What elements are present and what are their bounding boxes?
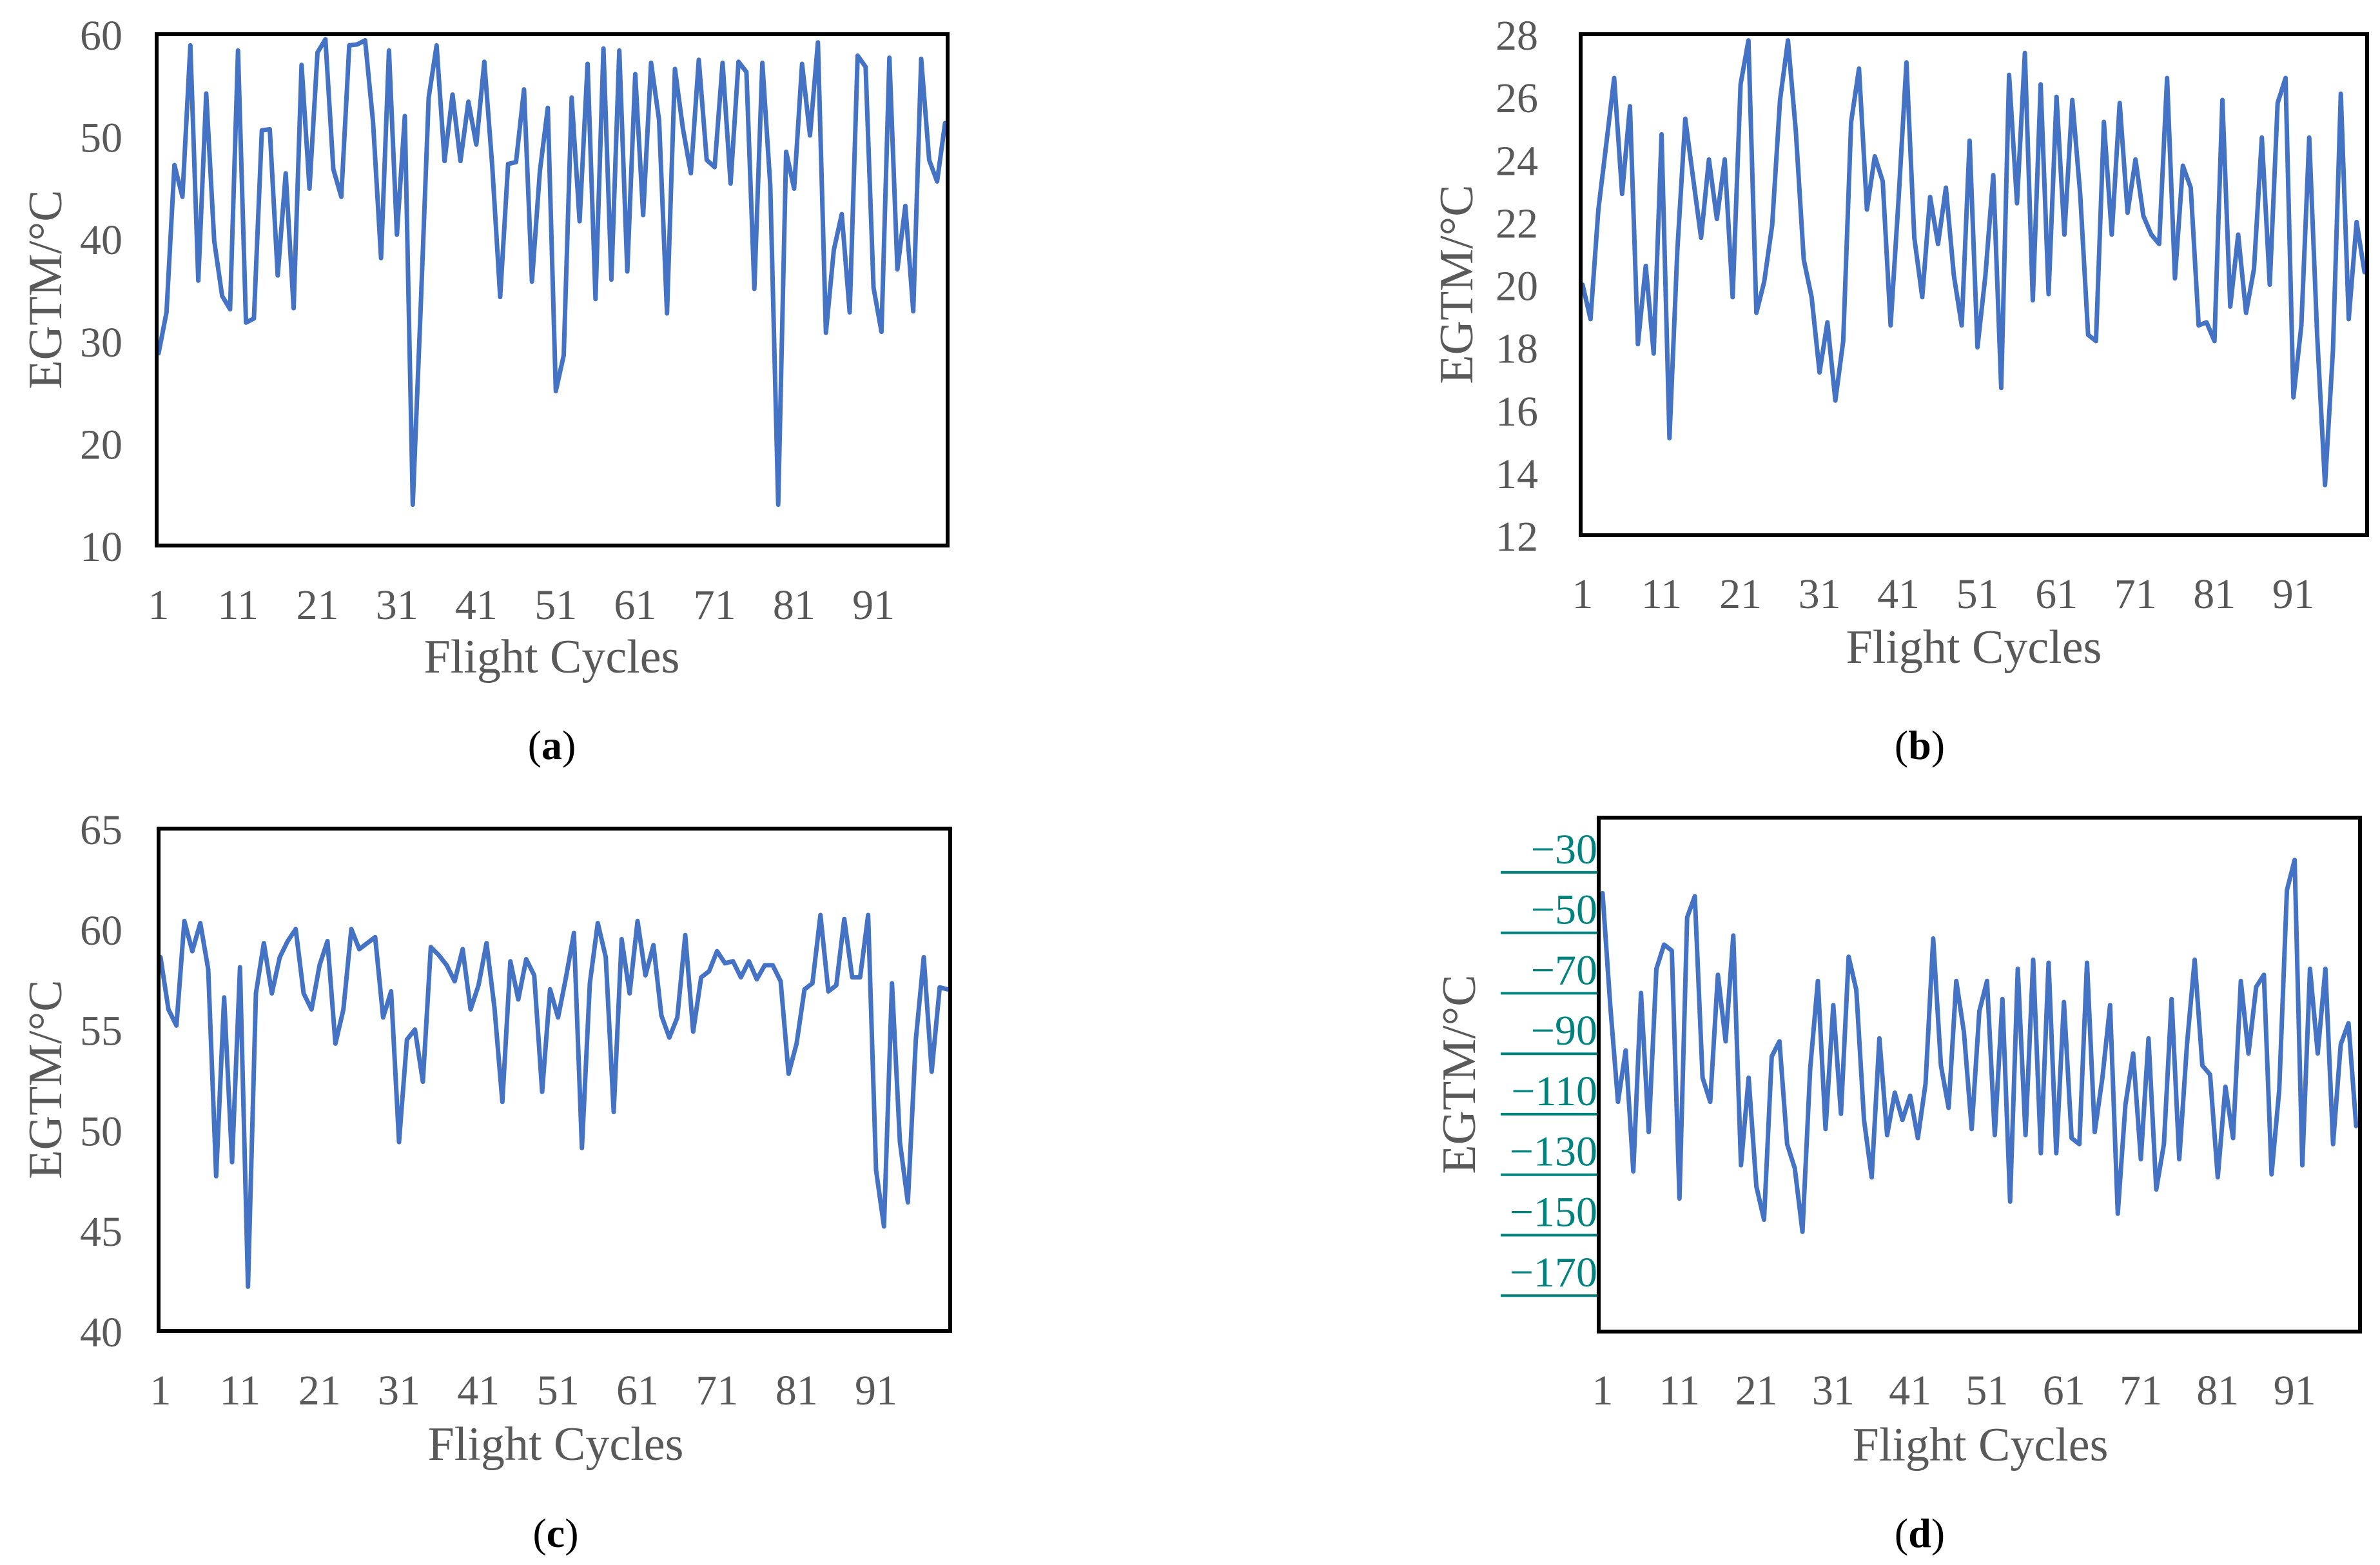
x-tick-label: 51 bbox=[1956, 571, 1999, 618]
panel-caption: (c) bbox=[532, 1510, 578, 1556]
x-tick-label: 41 bbox=[1889, 1367, 1931, 1414]
x-tick-label: 61 bbox=[614, 582, 656, 629]
x-tick-label: 21 bbox=[297, 582, 339, 629]
series-line bbox=[156, 37, 948, 507]
series-line bbox=[1600, 858, 2359, 1234]
y-axis-label: EGTM/°C bbox=[19, 190, 72, 389]
series-line bbox=[1580, 38, 2367, 487]
x-tick-label: 41 bbox=[457, 1367, 500, 1414]
y-tick-label: 22 bbox=[1496, 200, 1538, 247]
y-tick-label: 14 bbox=[1496, 451, 1538, 498]
plot-frame bbox=[157, 827, 952, 1333]
x-tick-label: 41 bbox=[455, 582, 498, 629]
y-tick-label: −30 bbox=[1531, 826, 1597, 873]
x-tick-label: 51 bbox=[534, 582, 577, 629]
y-tick-label: 65 bbox=[80, 807, 122, 854]
x-tick-label: 81 bbox=[2193, 571, 2236, 618]
x-axis-label: Flight Cycles bbox=[1846, 621, 2102, 674]
y-tick-label: 40 bbox=[80, 1309, 122, 1356]
x-tick-label: 21 bbox=[1719, 571, 1762, 618]
y-tick-label: −110 bbox=[1511, 1068, 1597, 1115]
x-tick-label: 71 bbox=[694, 582, 736, 629]
y-tick-label: 50 bbox=[80, 1108, 122, 1155]
y-tick-label: 20 bbox=[1496, 263, 1538, 310]
panel-caption-letter: c bbox=[547, 1510, 565, 1556]
y-tick-label: −70 bbox=[1531, 947, 1597, 994]
x-tick-label: 31 bbox=[378, 1367, 420, 1414]
x-axis-label: Flight Cycles bbox=[428, 1418, 684, 1471]
x-tick-label: 81 bbox=[775, 1367, 818, 1414]
y-tick-label: −150 bbox=[1510, 1189, 1597, 1236]
y-tick-label: 18 bbox=[1496, 326, 1538, 373]
x-tick-label: 81 bbox=[2196, 1367, 2239, 1414]
x-tick-label: 71 bbox=[2120, 1367, 2162, 1414]
y-axis-label: EGTM/°C bbox=[1433, 974, 1486, 1174]
x-tick-label: 91 bbox=[2272, 571, 2315, 618]
x-tick-label: 1 bbox=[1572, 571, 1594, 618]
x-tick-label: 31 bbox=[1812, 1367, 1855, 1414]
x-tick-label: 71 bbox=[696, 1367, 738, 1414]
y-tick-label: −130 bbox=[1510, 1128, 1597, 1176]
panel-caption-letter: b bbox=[1908, 722, 1931, 768]
x-tick-label: 61 bbox=[616, 1367, 659, 1414]
x-tick-label: 21 bbox=[298, 1367, 341, 1414]
x-tick-label: 11 bbox=[1641, 571, 1683, 618]
x-axis-label: Flight Cycles bbox=[1853, 1419, 2109, 1471]
y-tick-label: −90 bbox=[1531, 1007, 1597, 1054]
y-axis-label: EGTM/°C bbox=[19, 979, 72, 1179]
y-tick-label: 60 bbox=[80, 907, 122, 954]
plot-frame bbox=[1579, 32, 2369, 537]
plot-frame bbox=[1597, 816, 2362, 1334]
x-tick-label: 11 bbox=[220, 1367, 261, 1414]
x-tick-label: 1 bbox=[1592, 1367, 1614, 1414]
y-tick-label: 30 bbox=[80, 319, 122, 366]
x-tick-label: 61 bbox=[2035, 571, 2078, 618]
x-tick-label: 71 bbox=[2114, 571, 2157, 618]
x-tick-label: 61 bbox=[2043, 1367, 2085, 1414]
x-tick-label: 41 bbox=[1877, 571, 1920, 618]
y-tick-label: 60 bbox=[80, 12, 122, 59]
y-tick-label: 26 bbox=[1496, 75, 1538, 122]
x-tick-label: 31 bbox=[376, 582, 418, 629]
x-tick-label: 91 bbox=[855, 1367, 897, 1414]
panel-caption-letter: d bbox=[1908, 1510, 1931, 1556]
panel-caption-letter: a bbox=[541, 722, 562, 768]
y-tick-label: −50 bbox=[1531, 887, 1597, 934]
series-line bbox=[158, 912, 950, 1289]
x-tick-label: 11 bbox=[1659, 1367, 1701, 1414]
y-tick-label: −170 bbox=[1510, 1249, 1597, 1296]
x-tick-label: 1 bbox=[148, 582, 170, 629]
x-tick-label: 91 bbox=[852, 582, 895, 629]
panel-caption: (b) bbox=[1895, 722, 1945, 768]
y-tick-label: 10 bbox=[80, 524, 122, 571]
x-tick-label: 51 bbox=[1965, 1367, 2008, 1414]
x-tick-label: 11 bbox=[217, 582, 258, 629]
x-tick-label: 1 bbox=[150, 1367, 171, 1414]
y-tick-label: 40 bbox=[80, 217, 122, 264]
x-tick-label: 91 bbox=[2274, 1367, 2316, 1414]
panel-caption: (a) bbox=[528, 722, 576, 768]
y-tick-label: 28 bbox=[1496, 12, 1538, 59]
y-tick-label: 20 bbox=[80, 421, 122, 468]
y-tick-label: 16 bbox=[1496, 388, 1538, 435]
x-axis-label: Flight Cycles bbox=[424, 631, 680, 684]
y-tick-label: 55 bbox=[80, 1008, 122, 1055]
x-tick-label: 51 bbox=[537, 1367, 580, 1414]
y-tick-label: 12 bbox=[1496, 513, 1538, 560]
panel-caption: (d) bbox=[1895, 1510, 1945, 1556]
y-axis-label: EGTM/°C bbox=[1430, 184, 1483, 384]
x-tick-label: 81 bbox=[773, 582, 815, 629]
plot-frame bbox=[155, 32, 950, 547]
x-tick-label: 31 bbox=[1799, 571, 1841, 618]
y-tick-label: 50 bbox=[80, 115, 122, 162]
y-tick-label: 45 bbox=[80, 1208, 122, 1255]
x-tick-label: 21 bbox=[1735, 1367, 1778, 1414]
chart-panel-d: −30−50−70−90−110−130−150−170 1 11 21 31 41 51… bbox=[1433, 816, 2362, 1556]
y-tick-label: 24 bbox=[1496, 137, 1538, 184]
